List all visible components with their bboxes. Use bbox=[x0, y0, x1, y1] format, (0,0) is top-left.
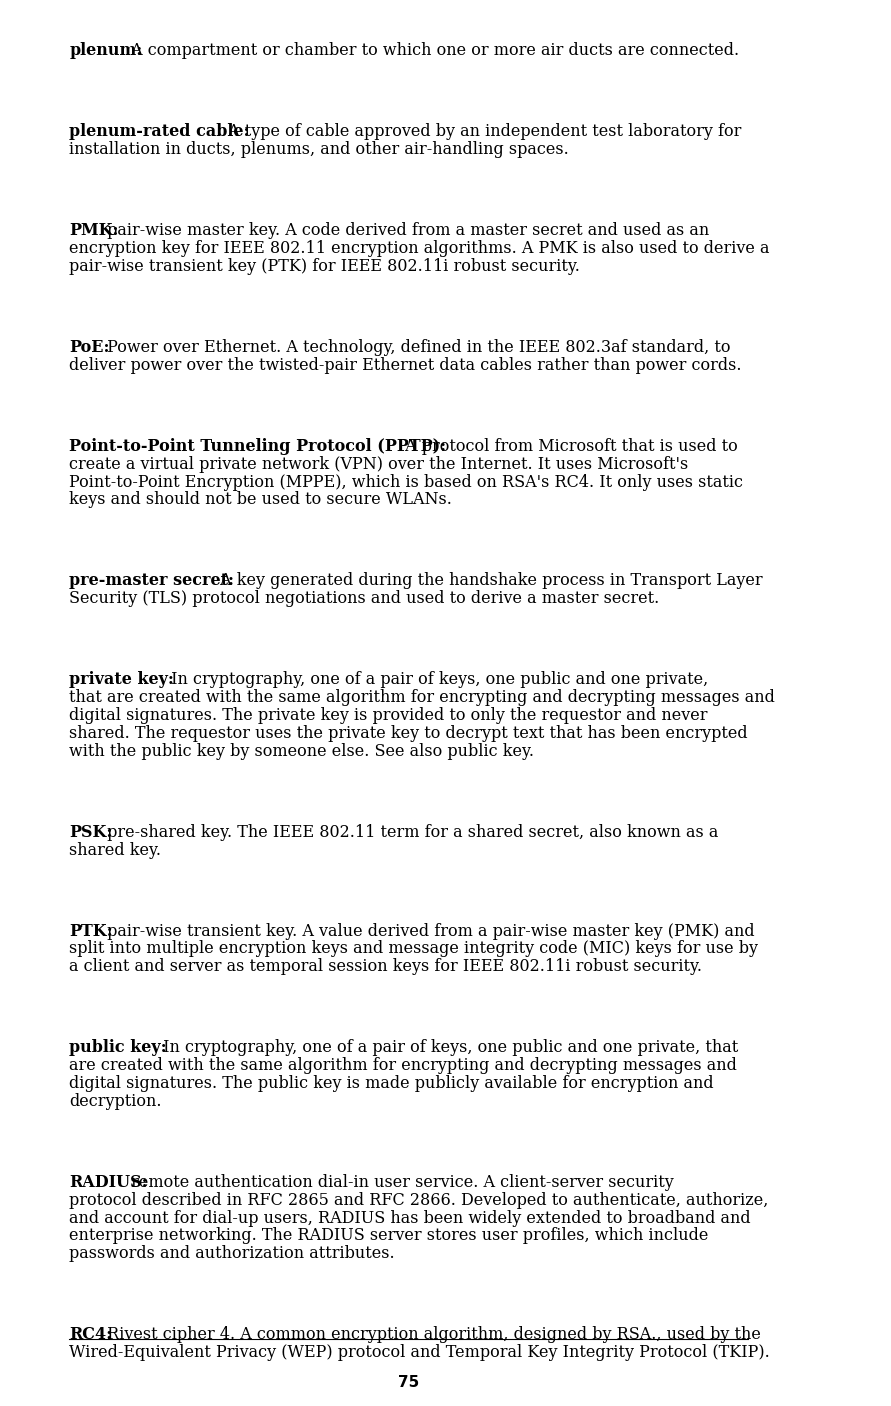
Text: remote authentication dial-in user service. A client-server security: remote authentication dial-in user servi… bbox=[126, 1174, 674, 1191]
Text: private key:: private key: bbox=[69, 671, 175, 689]
Text: PMK:: PMK: bbox=[69, 222, 119, 239]
Text: enterprise networking. The RADIUS server stores user profiles, which include: enterprise networking. The RADIUS server… bbox=[69, 1227, 709, 1244]
Text: pair-wise transient key. A value derived from a pair-wise master key (PMK) and: pair-wise transient key. A value derived… bbox=[102, 922, 755, 939]
Text: pre-master secret:: pre-master secret: bbox=[69, 572, 234, 589]
Text: pair-wise master key. A code derived from a master secret and used as an: pair-wise master key. A code derived fro… bbox=[102, 222, 709, 239]
Text: deliver power over the twisted-pair Ethernet data cables rather than power cords: deliver power over the twisted-pair Ethe… bbox=[69, 357, 742, 374]
Text: that are created with the same algorithm for encrypting and decrypting messages : that are created with the same algorithm… bbox=[69, 689, 775, 706]
Text: RADIUS:: RADIUS: bbox=[69, 1174, 148, 1191]
Text: digital signatures. The public key is made publicly available for encryption and: digital signatures. The public key is ma… bbox=[69, 1076, 714, 1092]
Text: Power over Ethernet. A technology, defined in the IEEE 802.3af standard, to: Power over Ethernet. A technology, defin… bbox=[102, 339, 731, 356]
Text: A key generated during the handshake process in Transport Layer: A key generated during the handshake pro… bbox=[215, 572, 763, 589]
Text: digital signatures. The private key is provided to only the requestor and never: digital signatures. The private key is p… bbox=[69, 707, 708, 724]
Text: keys and should not be used to secure WLANs.: keys and should not be used to secure WL… bbox=[69, 491, 453, 509]
Text: split into multiple encryption keys and message integrity code (MIC) keys for us: split into multiple encryption keys and … bbox=[69, 941, 758, 957]
Text: with the public key by someone else. See also public key.: with the public key by someone else. See… bbox=[69, 742, 535, 759]
Text: and account for dial-up users, RADIUS has been widely extended to broadband and: and account for dial-up users, RADIUS ha… bbox=[69, 1209, 751, 1226]
Text: protocol described in RFC 2865 and RFC 2866. Developed to authenticate, authoriz: protocol described in RFC 2865 and RFC 2… bbox=[69, 1192, 769, 1209]
Text: shared. The requestor uses the private key to decrypt text that has been encrypt: shared. The requestor uses the private k… bbox=[69, 725, 748, 742]
Text: Rivest cipher 4. A common encryption algorithm, designed by RSA., used by the: Rivest cipher 4. A common encryption alg… bbox=[102, 1326, 761, 1343]
Text: a client and server as temporal session keys for IEEE 802.11i robust security.: a client and server as temporal session … bbox=[69, 959, 702, 976]
Text: plenum-rated cable:: plenum-rated cable: bbox=[69, 124, 250, 141]
Text: passwords and authorization attributes.: passwords and authorization attributes. bbox=[69, 1246, 395, 1263]
Text: PSK:: PSK: bbox=[69, 824, 113, 841]
Text: PoE:: PoE: bbox=[69, 339, 110, 356]
Text: encryption key for IEEE 802.11 encryption algorithms. A PMK is also used to deri: encryption key for IEEE 802.11 encryptio… bbox=[69, 240, 770, 257]
Text: In cryptography, one of a pair of keys, one public and one private, that: In cryptography, one of a pair of keys, … bbox=[159, 1039, 739, 1056]
Text: installation in ducts, plenums, and other air-handling spaces.: installation in ducts, plenums, and othe… bbox=[69, 141, 569, 157]
Text: decryption.: decryption. bbox=[69, 1092, 162, 1109]
Text: PTK:: PTK: bbox=[69, 922, 113, 939]
Text: Wired-Equivalent Privacy (WEP) protocol and Temporal Key Integrity Protocol (TKI: Wired-Equivalent Privacy (WEP) protocol … bbox=[69, 1344, 770, 1361]
Text: create a virtual private network (VPN) over the Internet. It uses Microsoft's: create a virtual private network (VPN) o… bbox=[69, 456, 689, 472]
Text: 75: 75 bbox=[398, 1375, 419, 1391]
Text: A protocol from Microsoft that is used to: A protocol from Microsoft that is used t… bbox=[400, 437, 738, 456]
Text: Security (TLS) protocol negotiations and used to derive a master secret.: Security (TLS) protocol negotiations and… bbox=[69, 591, 659, 607]
Text: RC4:: RC4: bbox=[69, 1326, 112, 1343]
Text: public key:: public key: bbox=[69, 1039, 168, 1056]
Text: pre-shared key. The IEEE 802.11 term for a shared secret, also known as a: pre-shared key. The IEEE 802.11 term for… bbox=[102, 824, 718, 841]
Text: pair-wise transient key (PTK) for IEEE 802.11i robust security.: pair-wise transient key (PTK) for IEEE 8… bbox=[69, 257, 580, 274]
Text: plenum:: plenum: bbox=[69, 42, 143, 59]
Text: Point-to-Point Encryption (MPPE), which is based on RSA's RC4. It only uses stat: Point-to-Point Encryption (MPPE), which … bbox=[69, 474, 743, 491]
Text: Point-to-Point Tunneling Protocol (PPTP):: Point-to-Point Tunneling Protocol (PPTP)… bbox=[69, 437, 446, 456]
Text: shared key.: shared key. bbox=[69, 842, 161, 859]
Text: In cryptography, one of a pair of keys, one public and one private,: In cryptography, one of a pair of keys, … bbox=[167, 671, 708, 689]
Text: are created with the same algorithm for encrypting and decrypting messages and: are created with the same algorithm for … bbox=[69, 1057, 738, 1074]
Text: A compartment or chamber to which one or more air ducts are connected.: A compartment or chamber to which one or… bbox=[126, 42, 739, 59]
Text: A type of cable approved by an independent test laboratory for: A type of cable approved by an independe… bbox=[223, 124, 741, 141]
